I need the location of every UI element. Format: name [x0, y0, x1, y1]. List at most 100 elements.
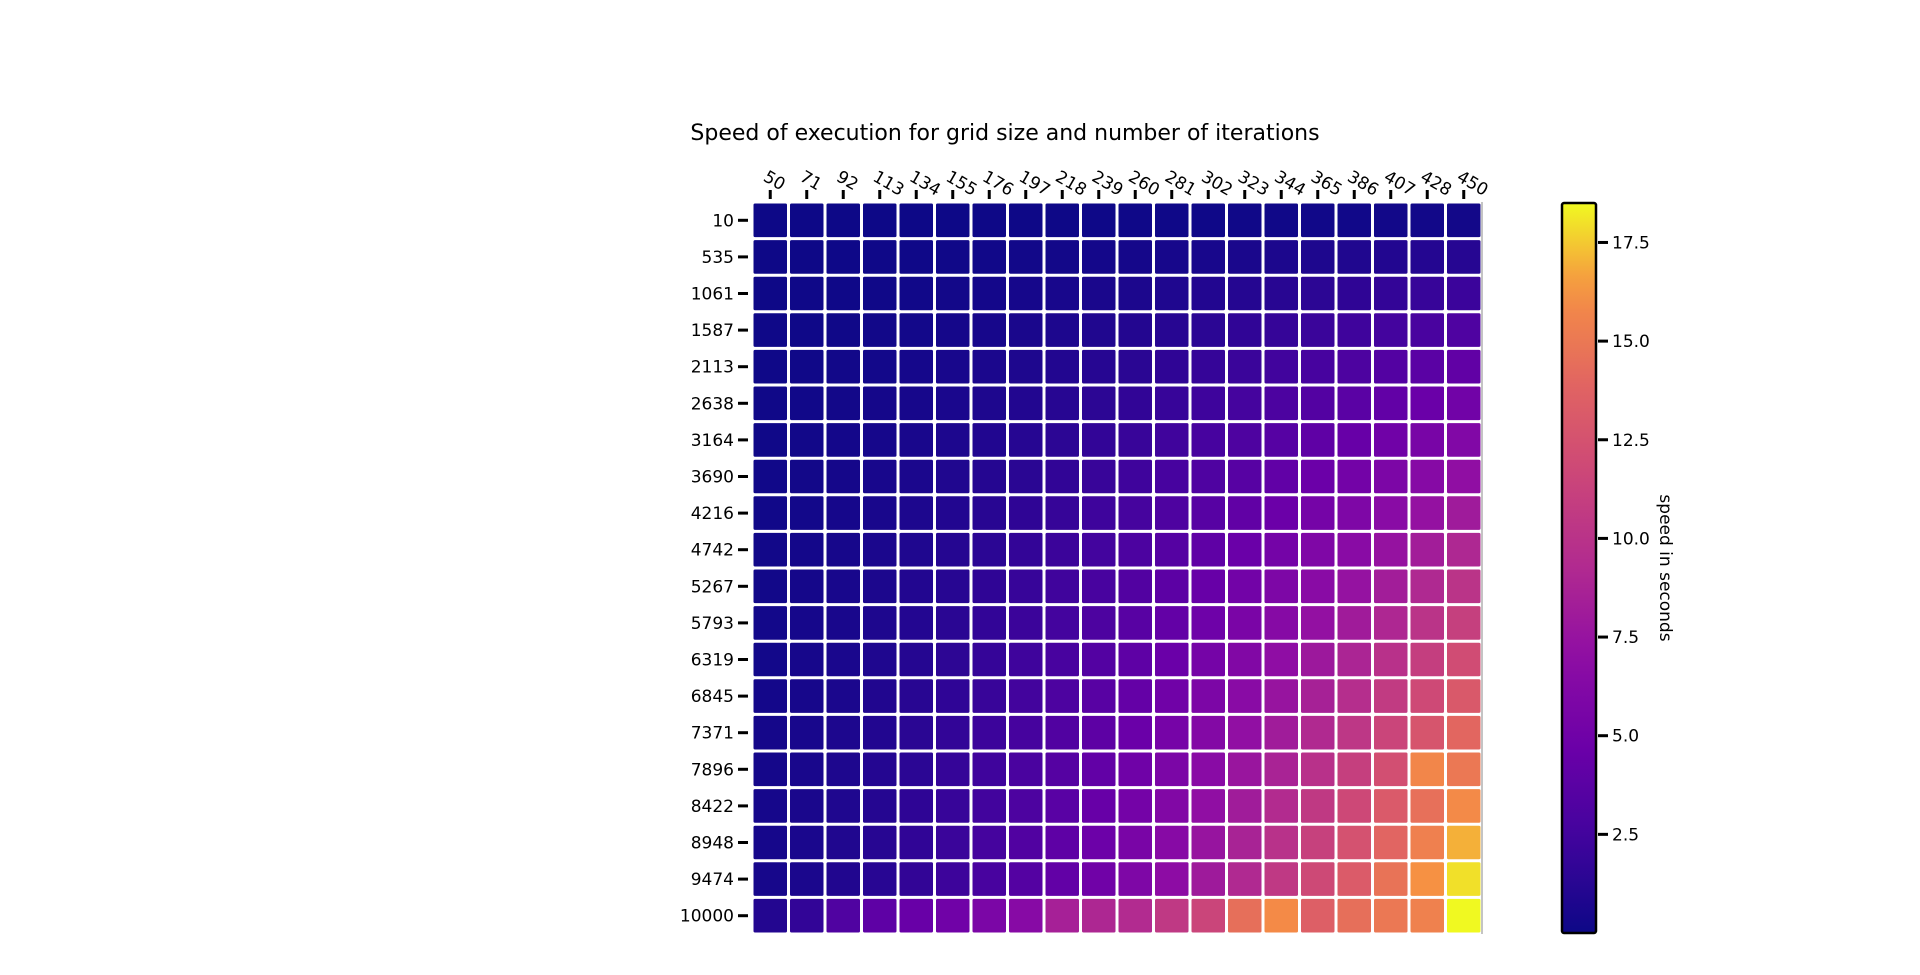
heatmap-cell	[936, 825, 970, 860]
heatmap-cell	[1082, 789, 1116, 823]
heatmap-cell	[972, 715, 1006, 750]
heatmap-cell	[1374, 276, 1408, 311]
heatmap-cell	[1447, 862, 1481, 896]
heatmap-cell	[936, 898, 970, 933]
heatmap-cell	[753, 862, 787, 896]
heatmap-cell	[1009, 386, 1043, 421]
heatmap-cell	[1301, 386, 1335, 421]
heatmap-cell	[936, 679, 970, 713]
colorbar: 2.5 5.0 7.5 10.0 12.5 15.0 17.5 speed in secon…	[1560, 201, 1675, 935]
heatmap-cell	[753, 276, 787, 311]
heatmap-cell	[972, 642, 1006, 677]
heatmap-cell	[1191, 679, 1225, 713]
heatmap-cell	[863, 240, 897, 274]
colorbar-tick-label: 2.5	[1612, 825, 1639, 845]
heatmap-cell	[1374, 313, 1408, 347]
y-tick-label: 7371	[691, 724, 734, 744]
heatmap-cell	[1009, 203, 1043, 238]
heatmap-cell	[899, 606, 933, 640]
heatmap-cell	[1191, 862, 1225, 896]
y-tick-label: 2113	[691, 358, 734, 378]
y-tick-label: 4742	[691, 541, 734, 561]
heatmap-cell	[1337, 386, 1371, 421]
heatmap-cell	[790, 459, 824, 494]
heatmap-cell	[1082, 532, 1116, 567]
heatmap-cell	[899, 386, 933, 421]
heatmap-cell	[1191, 203, 1225, 238]
heatmap-cell	[1009, 349, 1043, 384]
heatmap-cell	[1082, 313, 1116, 347]
heatmap-cell	[1264, 679, 1298, 713]
heatmap-cell	[826, 862, 860, 896]
heatmap-cell	[753, 496, 787, 530]
heatmap-cell	[790, 715, 824, 750]
heatmap-cell	[1009, 825, 1043, 860]
heatmap-cell	[1410, 423, 1444, 457]
heatmap-cell	[1082, 569, 1116, 604]
heatmap-cell	[1337, 569, 1371, 604]
heatmap-cell	[1337, 313, 1371, 347]
heatmap-cell	[899, 313, 933, 347]
heatmap-cell	[863, 459, 897, 494]
heatmap-cell	[1045, 276, 1079, 311]
heatmap-cell	[972, 276, 1006, 311]
heatmap-cell	[1301, 642, 1335, 677]
heatmap-cell	[1410, 569, 1444, 604]
heatmap-cell	[1447, 569, 1481, 604]
heatmap-cell	[1045, 349, 1079, 384]
heatmap-cell	[1301, 423, 1335, 457]
heatmap-cell	[863, 313, 897, 347]
heatmap-cell	[1337, 862, 1371, 896]
heatmap-cell	[863, 642, 897, 677]
heatmap-cell	[790, 496, 824, 530]
heatmap-cell	[1374, 898, 1408, 933]
y-tick-label: 2638	[691, 394, 734, 414]
heatmap-cell	[1155, 642, 1189, 677]
heatmap-cell	[790, 313, 824, 347]
heatmap-cell	[1082, 276, 1116, 311]
heatmap-cell	[1082, 459, 1116, 494]
heatmap-cell	[826, 789, 860, 823]
heatmap-cell	[1155, 386, 1189, 421]
heatmap-cell	[936, 862, 970, 896]
heatmap-cell	[899, 825, 933, 860]
heatmap-cell	[826, 825, 860, 860]
heatmap-cell	[936, 642, 970, 677]
heatmap-cell	[936, 606, 970, 640]
y-tick-label: 6319	[691, 651, 734, 671]
heatmap-cell	[1374, 386, 1408, 421]
heatmap-cell	[1447, 642, 1481, 677]
heatmap-cell	[1045, 313, 1079, 347]
heatmap-cell	[1301, 862, 1335, 896]
y-tick-label: 1587	[691, 321, 734, 341]
heatmap-cell	[1374, 240, 1408, 274]
heatmap-cell	[1264, 203, 1298, 238]
heatmap-cell	[1374, 752, 1408, 787]
colorbar-tick-label: 7.5	[1612, 628, 1639, 648]
heatmap-cell	[899, 898, 933, 933]
heatmap-cell	[1191, 569, 1225, 604]
heatmap-cell	[1228, 313, 1262, 347]
heatmap-cell	[899, 423, 933, 457]
heatmap-cell	[1447, 789, 1481, 823]
heatmap-cell	[899, 532, 933, 567]
heatmap-cell	[1301, 276, 1335, 311]
x-tick-label: 323	[1234, 167, 1272, 201]
heatmap-cell	[1410, 825, 1444, 860]
heatmap-cell	[1228, 569, 1262, 604]
heatmap-cell	[1191, 276, 1225, 311]
y-tick-label: 5267	[691, 577, 734, 597]
heatmap-cell	[1447, 532, 1481, 567]
heatmap-cell	[1337, 203, 1371, 238]
heatmap-cell	[1228, 203, 1262, 238]
heatmap-cell	[753, 752, 787, 787]
heatmap-cell	[1045, 203, 1079, 238]
x-tick-label: 218	[1052, 167, 1090, 201]
heatmap-cell	[899, 349, 933, 384]
x-tick-label: 302	[1198, 167, 1236, 201]
heatmap-cell	[790, 606, 824, 640]
heatmap-cell	[1082, 825, 1116, 860]
heatmap-cell	[1155, 752, 1189, 787]
heatmap-cell	[1045, 532, 1079, 567]
